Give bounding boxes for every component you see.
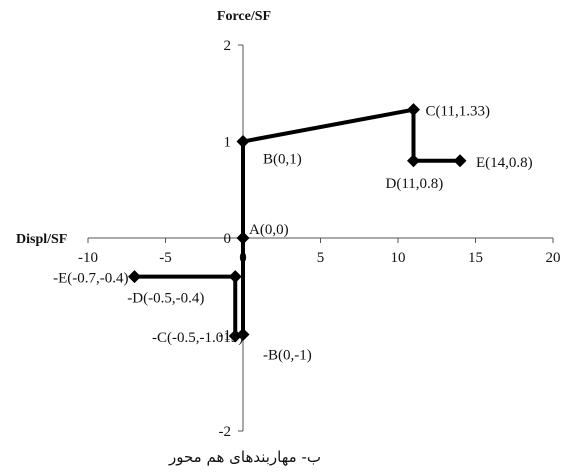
y-tick-label: 1 [224,135,232,151]
data-point-marker [453,154,467,168]
y-tick-label: -1 [219,328,232,344]
data-point-marker [236,135,250,148]
x-tick-label: 20 [546,250,561,266]
data-point-marker [228,270,242,284]
figure-caption: ب- مهاربندهای هم محور [168,448,321,466]
y-axis-label: Force/SF [217,9,271,24]
x-tick-label: 5 [317,250,325,266]
data-point-marker [228,329,242,343]
data-point-marker [407,154,420,168]
data-point-label: -D(-0.5,-0.4) [127,291,204,307]
x-tick-label: 15 [468,250,483,266]
x-tick-label: 10 [391,250,406,266]
data-point-label: -C(-0.5,-1.015) [152,330,243,346]
data-point-label: -E(-0.7,-0.4) [53,271,128,287]
series-line [134,238,245,339]
data-point-label: C(11,1.33) [426,104,490,120]
x-tick-label: -10 [78,250,98,266]
data-point-marker [128,270,141,284]
data-point-label: D(11,0.8) [386,176,444,192]
point-labels: A(0,0) B(0,1) C(11,1.33) D(11,0.8) E(14,0.8)… [53,104,533,364]
data-point-label: A(0,0) [249,222,289,238]
y-tick-label: 2 [224,38,232,54]
series-group [128,103,467,343]
x-tick-label: -5 [159,250,172,266]
data-point-label: B(0,1) [263,152,302,168]
data-point-label: E(14,0.8) [476,155,533,171]
y-tick-label: -2 [219,424,232,440]
series-line [241,107,460,238]
data-point-marker [407,103,420,117]
y-tick-label: 0 [224,231,232,247]
data-point-label: -B(0,-1) [263,348,312,364]
x-axis-label: Displ/SF [16,232,67,247]
